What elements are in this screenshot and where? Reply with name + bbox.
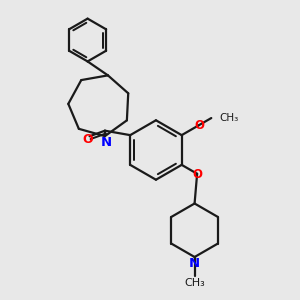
Text: N: N: [189, 257, 200, 270]
Text: CH₃: CH₃: [220, 113, 239, 123]
Text: O: O: [83, 133, 93, 146]
Text: N: N: [101, 136, 112, 148]
Text: CH₃: CH₃: [184, 278, 205, 288]
Text: O: O: [194, 119, 204, 132]
Text: O: O: [192, 168, 202, 181]
